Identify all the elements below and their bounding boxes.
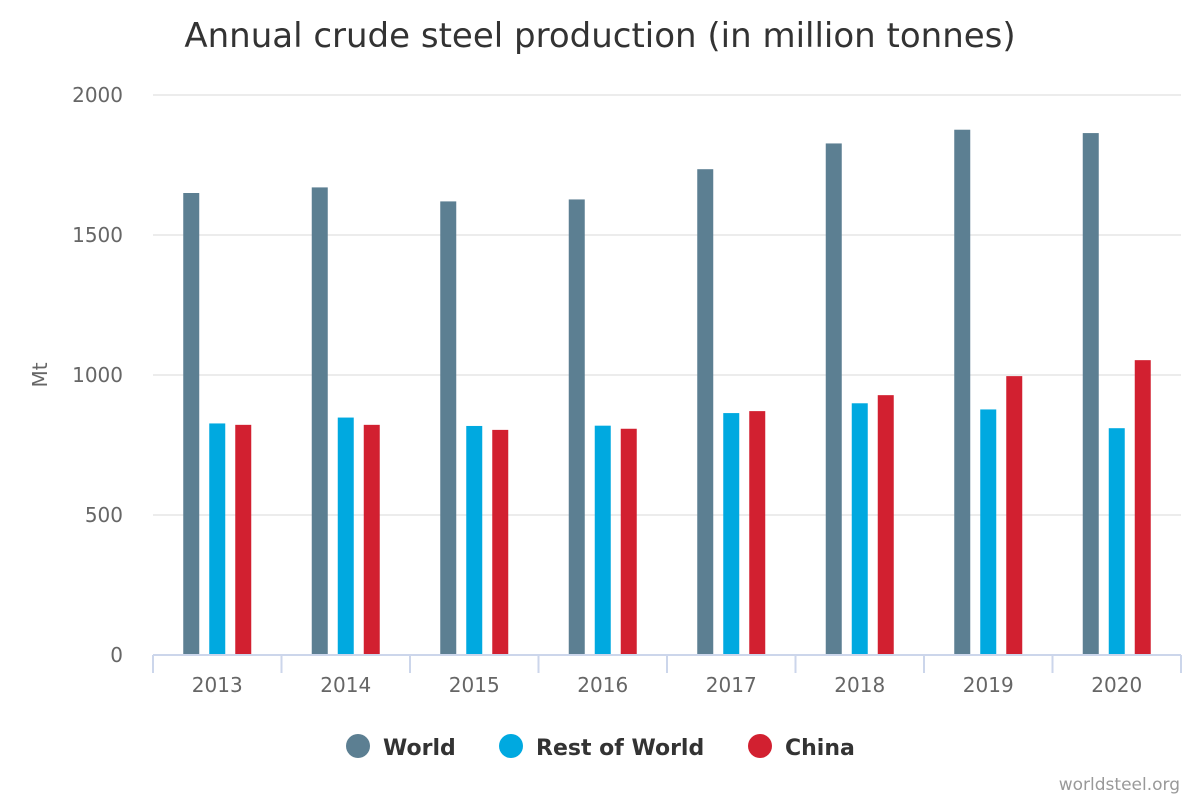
- y-tick-label: 0: [110, 643, 123, 667]
- bar-china-2019[interactable]: [1006, 376, 1023, 655]
- y-tick-label: 2000: [72, 83, 123, 107]
- bar-china-2013[interactable]: [235, 424, 252, 655]
- y-tick-label: 1500: [72, 223, 123, 247]
- bar-world-2017[interactable]: [697, 169, 714, 655]
- legend-item-rest-of-world[interactable]: Rest of World: [499, 734, 704, 761]
- legend-label: Rest of World: [536, 736, 704, 761]
- chart-title: Annual crude steel production (in millio…: [184, 16, 1015, 56]
- bar-china-2015[interactable]: [492, 429, 509, 655]
- x-axis: 2013 2014 2015 2016 2017 2018 2019 2020: [152, 654, 1182, 697]
- legend-item-china[interactable]: China: [748, 734, 855, 761]
- legend-marker: [748, 734, 772, 758]
- x-tick-label: 2013: [192, 673, 243, 697]
- y-tick-label: 1000: [72, 363, 123, 387]
- y-tick-label: 500: [85, 503, 123, 527]
- bar-rest-of-world-2014[interactable]: [337, 417, 354, 655]
- bar-rest-of-world-2020[interactable]: [1108, 428, 1125, 655]
- bars: [183, 129, 1151, 656]
- bar-rest-of-world-2016[interactable]: [594, 425, 611, 655]
- credit-link[interactable]: worldsteel.org: [1059, 775, 1180, 795]
- bar-china-2014[interactable]: [363, 424, 380, 655]
- bar-rest-of-world-2019[interactable]: [980, 409, 997, 655]
- bar-china-2016[interactable]: [620, 428, 637, 655]
- bar-world-2014[interactable]: [311, 187, 328, 655]
- bar-world-2015[interactable]: [440, 201, 457, 655]
- legend-label: China: [785, 736, 855, 761]
- x-tick-label: 2016: [577, 673, 628, 697]
- bar-world-2019[interactable]: [954, 129, 971, 656]
- y-axis-title: Mt: [28, 362, 52, 387]
- bar-world-2016[interactable]: [568, 199, 585, 655]
- legend-marker: [499, 734, 523, 758]
- x-tick-label: 2019: [963, 673, 1014, 697]
- legend-label: World: [383, 736, 456, 761]
- legend-marker: [346, 734, 370, 758]
- bar-china-2017[interactable]: [749, 411, 766, 655]
- bar-world-2018[interactable]: [825, 143, 842, 655]
- bar-rest-of-world-2015[interactable]: [466, 425, 483, 655]
- bar-world-2020[interactable]: [1082, 133, 1099, 655]
- bar-world-2013[interactable]: [183, 193, 200, 655]
- x-tick-label: 2015: [449, 673, 500, 697]
- bar-china-2020[interactable]: [1134, 360, 1151, 655]
- x-tick-label: 2018: [834, 673, 885, 697]
- bar-china-2018[interactable]: [877, 395, 894, 655]
- x-tick-label: 2020: [1091, 673, 1142, 697]
- bar-rest-of-world-2013[interactable]: [209, 423, 226, 655]
- x-tick-label: 2014: [320, 673, 371, 697]
- bar-rest-of-world-2018[interactable]: [851, 403, 868, 655]
- bar-rest-of-world-2017[interactable]: [723, 413, 740, 655]
- legend-item-world[interactable]: World: [346, 734, 456, 761]
- legend[interactable]: World Rest of World China: [346, 734, 855, 761]
- x-tick-label: 2017: [706, 673, 757, 697]
